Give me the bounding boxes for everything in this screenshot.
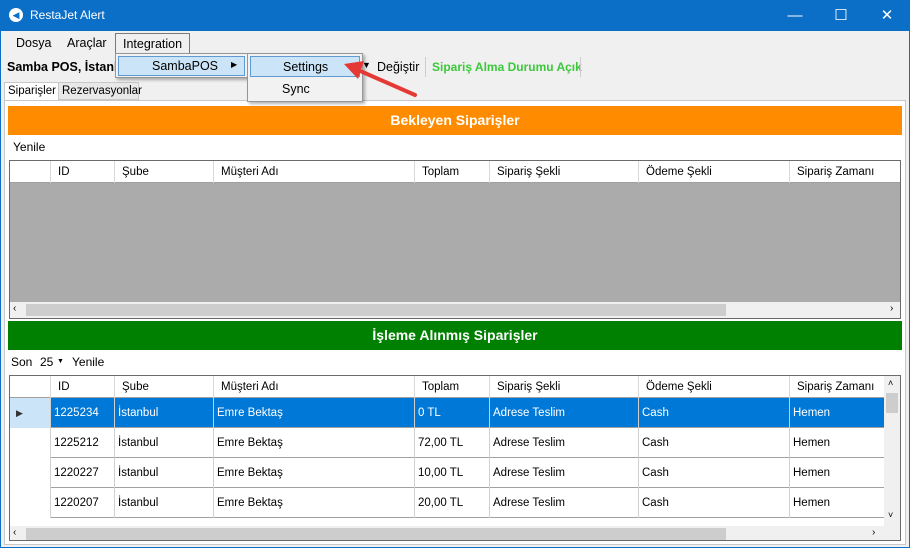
table-cell[interactable]: Cash xyxy=(638,398,789,428)
pending-orders-banner: Bekleyen Siparişler xyxy=(8,106,902,135)
scroll-thumb[interactable] xyxy=(26,304,726,316)
table-cell[interactable]: Adrese Teslim xyxy=(489,458,638,488)
menu-item-sync[interactable]: Sync xyxy=(282,82,310,96)
location-label: Samba POS, İstanbul xyxy=(7,60,133,74)
last-label: Son xyxy=(11,355,33,369)
menu-integration[interactable]: Integration xyxy=(115,33,190,54)
tab-rezervasyonlar[interactable]: Rezervasyonlar xyxy=(58,82,142,100)
table-cell[interactable]: 1225234 xyxy=(50,398,114,428)
row-header[interactable] xyxy=(10,458,50,488)
pending-refresh-button[interactable]: Yenile xyxy=(13,140,46,154)
table-cell[interactable]: Hemen xyxy=(789,428,884,458)
table-cell[interactable]: 1220207 xyxy=(50,488,114,518)
scroll-right-icon[interactable]: › xyxy=(890,303,894,314)
table-cell[interactable]: Hemen xyxy=(789,458,884,488)
integration-dropdown: SambaPOS ▶ xyxy=(115,53,248,78)
pending-orders-grid: ID Şube Müşteri Adı Toplam Sipariş Şekli… xyxy=(9,160,901,319)
scroll-thumb[interactable] xyxy=(26,528,726,540)
column-header-musteri[interactable]: Müşteri Adı xyxy=(213,376,414,398)
table-cell[interactable]: Hemen xyxy=(789,398,884,428)
grid-header: ID Şube Müşteri Adı Toplam Sipariş Şekli… xyxy=(10,376,900,398)
column-header-siparis-zamani[interactable]: Sipariş Zamanı xyxy=(789,376,884,398)
column-header-sube[interactable]: Şube xyxy=(114,376,213,398)
column-header-toplam[interactable]: Toplam xyxy=(414,376,489,398)
row-header[interactable] xyxy=(10,428,50,458)
menu-item-settings[interactable]: Settings xyxy=(250,56,360,77)
scroll-left-icon[interactable]: ‹ xyxy=(13,303,17,314)
last-count-dropdown[interactable]: 25 xyxy=(40,355,54,369)
table-cell[interactable]: Emre Bektaş xyxy=(213,458,414,488)
table-cell[interactable]: 0 TL xyxy=(414,398,489,428)
column-header-siparis-sekli[interactable]: Sipariş Şekli xyxy=(489,376,638,398)
column-header-sube[interactable]: Şube xyxy=(114,161,213,183)
table-row[interactable]: 1220207 İstanbul Emre Bektaş 20,00 TL Adrese… xyxy=(10,488,884,518)
column-header-toplam[interactable]: Toplam xyxy=(414,161,489,183)
chevron-down-icon[interactable]: ▼ xyxy=(57,358,64,365)
processed-orders-banner: İşleme Alınmış Siparişler xyxy=(8,321,902,350)
table-cell[interactable]: 20,00 TL xyxy=(414,488,489,518)
table-cell[interactable]: Cash xyxy=(638,488,789,518)
chevron-down-icon[interactable]: ▼ xyxy=(362,60,371,70)
table-row[interactable]: ▶ 1225234 İstanbul Emre Bektaş 0 TL Adrese Te… xyxy=(10,398,884,428)
separator xyxy=(425,57,426,77)
scroll-left-icon[interactable]: ‹ xyxy=(13,527,17,538)
chevron-right-icon: ▶ xyxy=(231,60,238,69)
change-button[interactable]: Değiştir xyxy=(377,60,420,74)
scroll-up-icon[interactable]: ˄ xyxy=(888,378,894,388)
minimize-button[interactable]: — xyxy=(787,7,803,24)
vertical-scrollbar[interactable]: ˄ ˅ xyxy=(884,376,900,526)
table-row[interactable]: 1220227 İstanbul Emre Bektaş 10,00 TL Adrese… xyxy=(10,458,884,488)
column-header-siparis-sekli[interactable]: Sipariş Şekli xyxy=(489,161,638,183)
horizontal-scrollbar[interactable]: ‹ › xyxy=(10,302,900,318)
grid-header: ID Şube Müşteri Adı Toplam Sipariş Şekli… xyxy=(10,161,900,183)
table-cell[interactable]: Adrese Teslim xyxy=(489,428,638,458)
column-header-odeme-sekli[interactable]: Ödeme Şekli xyxy=(638,161,789,183)
table-cell[interactable]: Cash xyxy=(638,458,789,488)
table-cell[interactable]: Emre Bektaş xyxy=(213,488,414,518)
table-cell[interactable]: 72,00 TL xyxy=(414,428,489,458)
scroll-right-icon[interactable]: › xyxy=(872,527,876,538)
menu-item-sambapos[interactable]: SambaPOS ▶ xyxy=(118,56,245,76)
table-cell[interactable]: Cash xyxy=(638,428,789,458)
app-icon: ◀ xyxy=(9,8,23,22)
table-cell[interactable]: İstanbul xyxy=(114,398,213,428)
table-cell[interactable]: Hemen xyxy=(789,488,884,518)
column-header-id[interactable]: ID xyxy=(50,161,114,183)
menu-item-label: Settings xyxy=(283,60,329,74)
table-cell[interactable]: İstanbul xyxy=(114,458,213,488)
tab-siparisler[interactable]: Siparişler xyxy=(4,82,60,100)
table-cell[interactable]: Adrese Teslim xyxy=(489,488,638,518)
column-header-siparis-zamani[interactable]: Sipariş Zamanı xyxy=(789,161,900,183)
menu-araclar[interactable]: Araçlar xyxy=(67,36,107,50)
close-button[interactable]: ✕ xyxy=(880,7,894,24)
scroll-down-icon[interactable]: ˅ xyxy=(888,510,894,520)
table-cell[interactable]: 1220227 xyxy=(50,458,114,488)
row-selector-icon[interactable]: ▶ xyxy=(10,398,50,428)
row-header[interactable] xyxy=(10,488,50,518)
processed-refresh-button[interactable]: Yenile xyxy=(72,355,105,369)
scroll-thumb[interactable] xyxy=(886,393,898,413)
order-status: Sipariş Alma Durumu Açık xyxy=(432,60,582,74)
table-cell[interactable]: İstanbul xyxy=(114,488,213,518)
table-cell[interactable]: Emre Bektaş xyxy=(213,428,414,458)
red-arrow-annotation xyxy=(344,61,417,97)
menu-item-label: SambaPOS xyxy=(152,59,219,73)
column-header-odeme-sekli[interactable]: Ödeme Şekli xyxy=(638,376,789,398)
sambapos-submenu: Settings Sync xyxy=(247,53,363,102)
table-row[interactable]: 1225212 İstanbul Emre Bektaş 72,00 TL Adrese… xyxy=(10,428,884,458)
separator xyxy=(580,57,581,77)
horizontal-scrollbar[interactable]: ‹ › xyxy=(10,526,900,540)
table-cell[interactable]: Emre Bektaş xyxy=(213,398,414,428)
table-cell[interactable]: Adrese Teslim xyxy=(489,398,638,428)
window-title: RestaJet Alert xyxy=(30,8,105,22)
menu-dosya[interactable]: Dosya xyxy=(16,36,52,50)
maximize-button[interactable]: ☐ xyxy=(834,7,848,24)
table-cell[interactable]: 10,00 TL xyxy=(414,458,489,488)
column-header-id[interactable]: ID xyxy=(50,376,114,398)
column-header-musteri[interactable]: Müşteri Adı xyxy=(213,161,414,183)
table-cell[interactable]: İstanbul xyxy=(114,428,213,458)
title-bar: ◀ RestaJet Alert — ☐ ✕ xyxy=(0,0,910,31)
table-cell[interactable]: 1225212 xyxy=(50,428,114,458)
processed-orders-grid: ID Şube Müşteri Adı Toplam Sipariş Şekli… xyxy=(9,375,901,541)
